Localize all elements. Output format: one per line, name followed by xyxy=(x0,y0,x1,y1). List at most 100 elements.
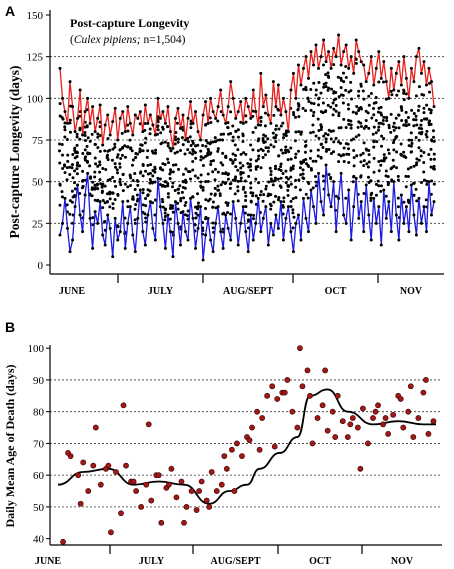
panel-a-series-max-point xyxy=(111,120,115,124)
panel-a-point xyxy=(166,144,170,148)
panel-b-point xyxy=(213,488,220,494)
panel-a-point xyxy=(389,167,393,171)
panel-a-point xyxy=(332,107,336,111)
panel-a-series-min-point xyxy=(194,246,198,250)
panel-a-point xyxy=(301,168,305,172)
panel-a-point xyxy=(415,157,419,161)
panel-a-point xyxy=(367,126,371,130)
panel-a-point xyxy=(68,121,72,125)
panel-a-subtitle: (Culex pipiens; n=1,504) xyxy=(70,34,186,46)
panel-a-point xyxy=(389,89,393,93)
panel-a-series-min-point xyxy=(294,221,298,225)
panel-a-point xyxy=(239,120,243,124)
panel-b-point xyxy=(400,424,407,431)
panel-a-series-min-point xyxy=(96,221,100,225)
panel-a-series-max-point xyxy=(276,83,280,87)
panel-a-point xyxy=(400,108,404,112)
panel-a-series-min-point xyxy=(191,216,195,220)
panel-a-series-min-point xyxy=(309,188,313,192)
panel-a-point xyxy=(339,76,343,80)
panel-a-point xyxy=(320,142,324,146)
panel-a-point xyxy=(274,194,278,198)
panel-a-point xyxy=(96,199,100,203)
panel-a-series-max-point xyxy=(103,123,107,127)
panel-a-point xyxy=(158,167,162,171)
panel-a-point xyxy=(242,151,246,155)
panel-b-point xyxy=(334,392,341,399)
panel-a-point xyxy=(138,150,142,154)
panel-b-point xyxy=(370,415,376,421)
panel-a-point xyxy=(183,152,187,156)
panel-b-point xyxy=(405,408,412,415)
panel-a-point xyxy=(307,182,311,186)
panel-a-point xyxy=(247,174,251,178)
panel-a-point xyxy=(252,213,256,217)
panel-a-point xyxy=(337,111,341,115)
panel-a-series-min-point xyxy=(299,238,303,242)
panel-a-series-max-point xyxy=(181,113,185,117)
panel-a-point xyxy=(387,126,391,130)
panel-a-point xyxy=(123,182,127,186)
panel-a-series-min-point xyxy=(419,221,423,225)
panel-a-point xyxy=(394,126,398,130)
panel-a-point xyxy=(304,143,308,147)
panel-a-series-min-point xyxy=(63,196,67,200)
panel-a-point xyxy=(380,144,384,148)
panel-a-point xyxy=(374,182,378,186)
panel-a-point xyxy=(379,189,383,193)
panel-a-point xyxy=(292,215,296,219)
panel-a-point xyxy=(186,140,190,144)
panel-a-point xyxy=(381,80,385,84)
panel-a-series-min-point xyxy=(158,205,162,209)
panel-a-series-max-point xyxy=(377,50,381,54)
panel-a-point xyxy=(141,191,145,195)
panel-a-point xyxy=(394,136,398,140)
panel-a-point xyxy=(86,136,90,140)
panel-a-series-max-point xyxy=(417,46,421,50)
panel-a-point xyxy=(334,194,338,198)
panel-a-series-min-point xyxy=(234,216,238,220)
panel-a-y-tick-label: 100 xyxy=(27,93,44,105)
panel-a-point xyxy=(88,164,92,168)
panel-a-point xyxy=(159,131,163,135)
panel-a-point xyxy=(144,216,148,220)
panel-a-point xyxy=(135,193,139,197)
panel-a-point xyxy=(366,111,370,115)
panel-a-point xyxy=(136,183,140,187)
panel-a-point xyxy=(264,111,268,115)
panel-a-point xyxy=(171,210,175,214)
panel-a-point xyxy=(261,156,265,160)
panel-a-point xyxy=(349,126,353,130)
panel-a-point xyxy=(422,106,426,110)
panel-a-series-max-point xyxy=(342,50,346,54)
panel-a-point xyxy=(223,155,227,159)
panel-a-point xyxy=(178,184,182,188)
panel-a-point xyxy=(392,138,396,142)
panel-a-point xyxy=(326,88,330,92)
panel-a-series-max-point xyxy=(312,63,316,67)
panel-a-series-max-point xyxy=(261,105,265,109)
panel-a-point xyxy=(432,157,436,161)
panel-a-series-min-point xyxy=(384,216,388,220)
panel-a-point xyxy=(206,179,210,183)
panel-a-point xyxy=(163,218,167,222)
panel-a-point xyxy=(412,111,416,115)
panel-a-point xyxy=(312,110,316,114)
panel-a-point xyxy=(229,110,233,114)
panel-a-point xyxy=(412,164,416,168)
panel-a-point xyxy=(199,158,203,162)
panel-a-point xyxy=(170,185,174,189)
panel-a-point xyxy=(399,105,403,109)
panel-a-point xyxy=(78,137,82,141)
panel-a-point xyxy=(221,163,225,167)
panel-a-point xyxy=(404,174,408,178)
panel-a-ylabel: Post-capture Longevity (days) xyxy=(7,66,22,239)
panel-a-point xyxy=(174,130,178,134)
panel-b-point xyxy=(264,392,271,399)
panel-a-point xyxy=(116,193,120,197)
panel-a-point xyxy=(331,129,335,133)
panel-b-points xyxy=(60,345,437,545)
panel-a-point xyxy=(369,193,373,197)
panel-a-point xyxy=(204,206,208,210)
panel-a-series-max-point xyxy=(427,66,431,70)
